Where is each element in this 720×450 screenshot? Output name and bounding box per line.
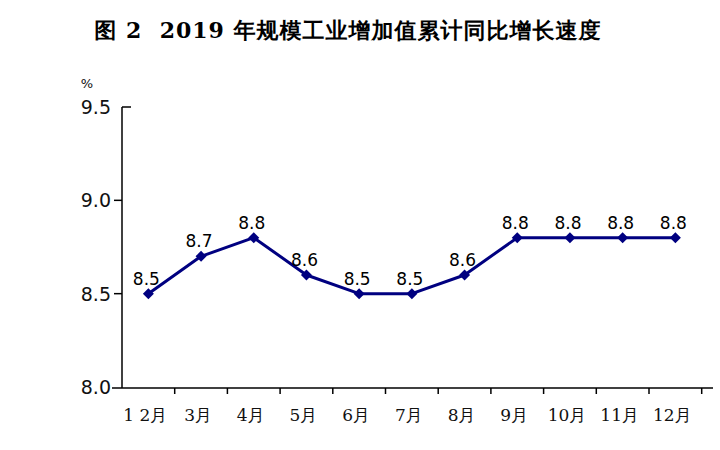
data-point-marker — [617, 232, 628, 243]
y-axis-unit-label: % — [81, 76, 93, 91]
data-point-marker — [406, 288, 417, 299]
y-axis-tick-label: 9.5 — [81, 96, 111, 118]
x-axis-tick-label: 10月 — [548, 405, 587, 425]
y-axis-tick-label: 8.0 — [81, 376, 111, 398]
y-axis-tick-labels: 9.5 9.0 8.5 8.0 — [81, 96, 111, 398]
y-axis-ticks — [114, 200, 122, 293]
data-point-label: 8.8 — [607, 213, 634, 233]
data-point-label: 8.5 — [396, 269, 423, 289]
data-point-label: 8.6 — [449, 250, 476, 270]
data-point-markers — [143, 232, 681, 299]
data-point-label: 8.8 — [502, 213, 529, 233]
x-axis-tick-label: 9月 — [500, 405, 528, 425]
figure-page: 图 2 2019 年规模工业增加值累计同比增长速度 9.59.08.58.0 1… — [0, 0, 720, 450]
data-point-label: 8.6 — [291, 250, 318, 270]
x-axis-tick-label: 6月 — [342, 405, 370, 425]
x-axis-tick-label: 1 2月 — [123, 405, 167, 425]
line-chart-canvas: 9.5 9.0 8.5 8.0 1 2月 3月 4月 5月 6月 7月 8月 9月 10月 11月 12月… — [0, 0, 720, 450]
data-point-marker — [564, 232, 575, 243]
x-axis-ticks — [175, 388, 702, 394]
data-point-label: 8.8 — [554, 213, 581, 233]
data-point-label: 8.5 — [344, 269, 371, 289]
data-point-marker — [670, 232, 681, 243]
x-axis-tick-label: 3月 — [184, 405, 212, 425]
data-point-label: 8.5 — [133, 269, 160, 289]
x-axis-tick-label: 5月 — [290, 405, 318, 425]
data-point-marker — [354, 288, 365, 299]
data-point-label: 8.8 — [660, 213, 687, 233]
x-axis-tick-label: 12月 — [653, 405, 692, 425]
x-axis-tick-label: 4月 — [237, 405, 265, 425]
y-axis-tick-label: 9.0 — [81, 189, 111, 211]
data-point-label: 8.7 — [186, 231, 213, 251]
x-axis-tick-label: 8月 — [448, 405, 476, 425]
x-axis-tick-label: 11月 — [600, 405, 639, 425]
x-axis-tick-labels: 1 2月 3月 4月 5月 6月 7月 8月 9月 10月 11月 12月 — [123, 405, 691, 425]
x-axis-tick-label: 7月 — [395, 405, 423, 425]
y-axis-tick-label: 8.5 — [81, 283, 111, 305]
data-point-label: 8.8 — [238, 213, 265, 233]
